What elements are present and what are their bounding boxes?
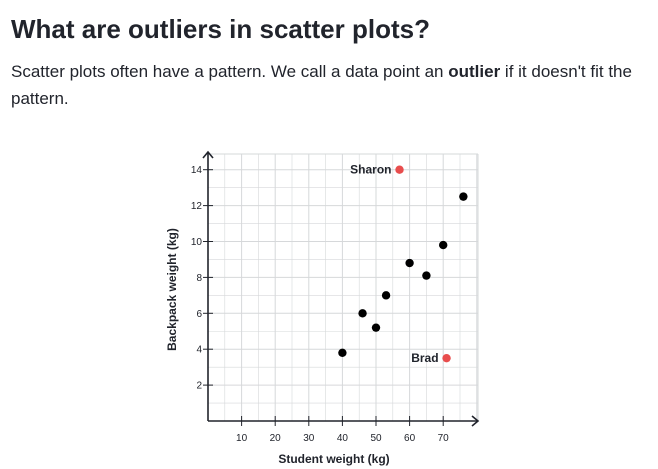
- y-tick-label: 10: [191, 237, 203, 248]
- y-tick-label: 2: [196, 381, 202, 392]
- point-label: Sharon: [350, 163, 391, 177]
- data-point: [439, 240, 448, 250]
- x-axis-title: Student weight (kg): [278, 452, 389, 466]
- data-point: [358, 309, 367, 318]
- x-tick-label: 60: [404, 433, 416, 444]
- x-tick-label: 20: [270, 433, 282, 444]
- plot-axes: [202, 150, 480, 427]
- page-title: What are outliers in scatter plots?: [11, 14, 430, 44]
- data-point: [381, 291, 391, 300]
- y-tick-label: 6: [196, 309, 202, 320]
- data-point: [371, 323, 381, 332]
- plot-points: Sharon Brad: [338, 163, 468, 365]
- x-tick-label: 10: [236, 433, 248, 444]
- y-axis-arrow: [202, 150, 214, 159]
- plot-ticks: 2 4 6 8 10 12 14 10 20 30 40 50 60 70: [191, 165, 449, 444]
- x-axis-arrow: [471, 415, 480, 427]
- y-axis-title: Backpack weight (kg): [165, 228, 179, 351]
- x-tick-label: 30: [303, 433, 315, 444]
- data-point: [405, 258, 414, 268]
- intro-text-end: if it doesn't fit the pattern.: [11, 62, 632, 108]
- intro-text-start: Scatter plots often have a pattern. We c…: [11, 62, 449, 81]
- point-label: Brad: [411, 351, 438, 365]
- x-tick-label: 50: [370, 433, 382, 444]
- y-tick-label: 14: [191, 165, 203, 176]
- intro-paragraph: Scatter plots often have a pattern. We c…: [11, 58, 641, 112]
- data-point: [422, 271, 431, 280]
- y-tick-label: 12: [191, 201, 203, 212]
- data-point: [459, 192, 468, 201]
- y-tick-label: 4: [196, 345, 202, 356]
- plot-grid: [208, 153, 479, 421]
- x-tick-label: 70: [438, 433, 450, 444]
- data-point: [338, 348, 347, 357]
- x-tick-label: 40: [337, 433, 349, 444]
- outlier-point: [395, 165, 404, 174]
- y-tick-label: 8: [196, 273, 202, 284]
- outlier-point: [442, 353, 451, 363]
- outlier-term: outlier: [448, 62, 501, 81]
